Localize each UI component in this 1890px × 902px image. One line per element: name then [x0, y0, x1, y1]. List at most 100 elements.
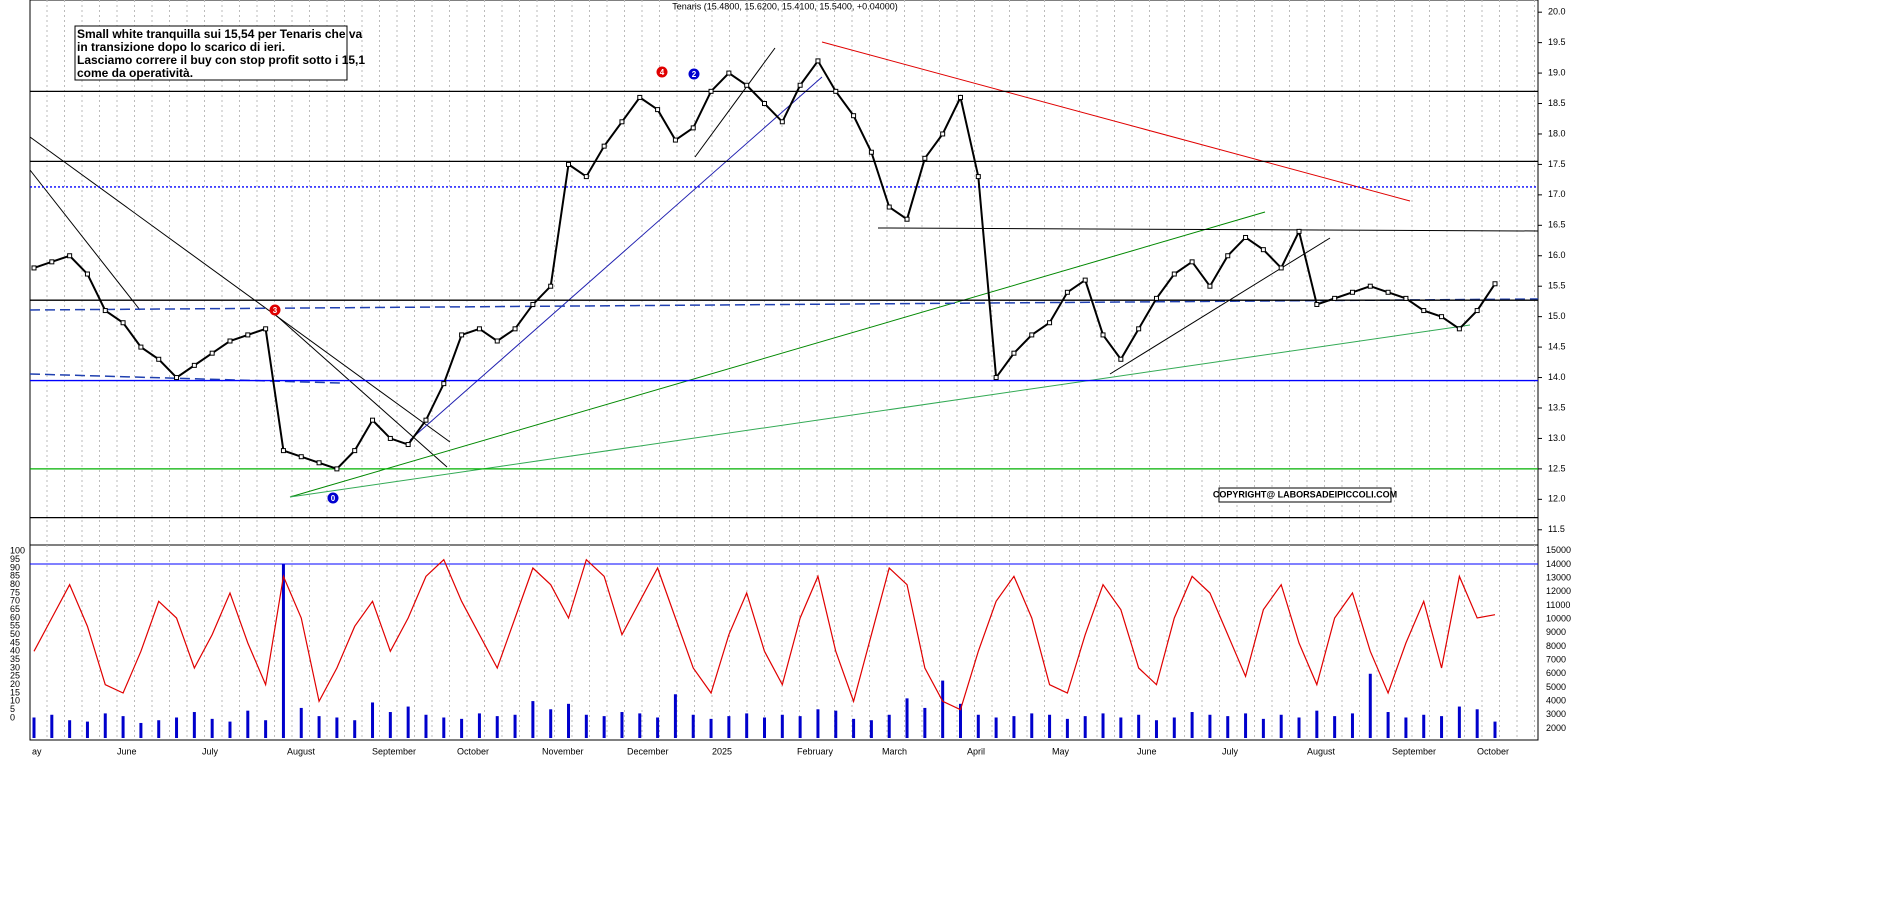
- osc-tick-label: 85: [10, 571, 20, 581]
- price-point: [31, 265, 37, 271]
- price-point: [370, 417, 376, 423]
- volume-bar: [1208, 714, 1212, 738]
- volume-tick-label: 12000: [1546, 586, 1571, 596]
- volume-tick-label: 5000: [1546, 682, 1566, 692]
- osc-tick-label: 35: [10, 654, 20, 664]
- x-tick-label: August: [1307, 746, 1336, 756]
- oscillator-line: [33, 558, 1496, 711]
- volume-bar: [941, 680, 945, 738]
- volume-bar: [549, 709, 553, 738]
- y-tick-label: 15.5: [1548, 281, 1566, 291]
- volume-bar: [1475, 709, 1479, 738]
- volume-bar: [673, 694, 677, 738]
- price-point: [957, 94, 963, 100]
- price-point: [423, 417, 429, 423]
- price-point: [1260, 247, 1266, 253]
- volume-bar: [424, 714, 428, 738]
- volume-bar: [869, 720, 873, 738]
- volume-bar: [1315, 710, 1319, 738]
- osc-tick-label: 5: [10, 704, 15, 714]
- volume-bar: [1083, 716, 1087, 738]
- price-point: [1278, 265, 1284, 271]
- price-point: [156, 356, 162, 362]
- price-point: [726, 70, 732, 76]
- marker-label: 2: [692, 70, 697, 79]
- price-point: [334, 466, 340, 472]
- volume-bar: [1493, 721, 1497, 738]
- volume-bar: [780, 714, 784, 738]
- price-point: [512, 326, 518, 332]
- price-point: [1171, 271, 1177, 277]
- volume-bar: [656, 717, 660, 738]
- trendline: [821, 41, 1411, 202]
- volume-tick-label: 11000: [1546, 600, 1570, 610]
- volume-bar: [1137, 714, 1141, 738]
- x-tick-label: November: [542, 746, 584, 756]
- volume-bar: [85, 721, 89, 738]
- y-tick-label: 19.5: [1548, 37, 1566, 47]
- price-point: [49, 259, 55, 265]
- marker: [688, 68, 700, 80]
- marker: [656, 66, 668, 78]
- price-point: [708, 88, 714, 94]
- price-point: [672, 137, 678, 143]
- price-point: [84, 271, 90, 277]
- price-point: [209, 350, 215, 356]
- price-point: [1136, 326, 1142, 332]
- volume-bar: [709, 718, 713, 738]
- volume-bar: [388, 712, 392, 738]
- price-point: [1349, 289, 1355, 295]
- price-point: [1332, 295, 1338, 301]
- price-point: [1011, 350, 1017, 356]
- price-point: [744, 82, 750, 88]
- volume-bar: [299, 707, 303, 738]
- volume-bar: [584, 714, 588, 738]
- x-tick-label: July: [1222, 746, 1239, 756]
- volume-tick-label: 3000: [1546, 709, 1566, 719]
- marker: [327, 492, 339, 504]
- volume-tick-label: 6000: [1546, 668, 1566, 678]
- price-point: [476, 326, 482, 332]
- osc-tick-label: 70: [10, 596, 20, 606]
- y-tick-label: 16.5: [1548, 220, 1566, 230]
- annotation-line: come da operatività.: [77, 66, 193, 80]
- volume-bar: [602, 716, 606, 738]
- volume-bar: [103, 713, 107, 738]
- price-point: [904, 216, 910, 222]
- chart-title: Tenaris (15.4800, 15.6200, 15.4100, 15.5…: [672, 1, 897, 11]
- volume-bar: [1154, 720, 1158, 738]
- price-point: [227, 338, 233, 344]
- price-point: [174, 375, 180, 381]
- volume-bar: [1190, 712, 1194, 738]
- volume-bar: [567, 703, 571, 738]
- trendline: [694, 47, 776, 158]
- price-point: [1296, 228, 1302, 234]
- trendline: [269, 309, 448, 468]
- marker: [269, 304, 281, 316]
- x-tick-label: December: [627, 746, 669, 756]
- y-tick-label: 20.0: [1548, 7, 1566, 17]
- price-point: [993, 375, 999, 381]
- osc-tick-label: 15: [10, 687, 20, 697]
- volume-tick-label: 15000: [1546, 545, 1571, 555]
- volume-bar: [1119, 717, 1123, 738]
- price-point: [583, 174, 589, 180]
- volume-bar: [281, 564, 285, 738]
- osc-tick-label: 10: [10, 696, 20, 706]
- volume-bar: [852, 718, 856, 738]
- trendline: [29, 298, 1539, 311]
- y-tick-label: 12.0: [1548, 494, 1566, 504]
- volume-bar: [834, 710, 838, 738]
- y-tick-label: 13.5: [1548, 402, 1566, 412]
- osc-tick-label: 100: [10, 546, 25, 556]
- osc-tick-label: 60: [10, 612, 20, 622]
- volume-tick-label: 4000: [1546, 695, 1566, 705]
- price-point: [1367, 283, 1373, 289]
- volume-bar: [531, 701, 535, 738]
- grid: [46, 0, 1535, 738]
- volume-bar: [923, 707, 927, 738]
- price-point: [1243, 234, 1249, 240]
- osc-tick-label: 75: [10, 587, 20, 597]
